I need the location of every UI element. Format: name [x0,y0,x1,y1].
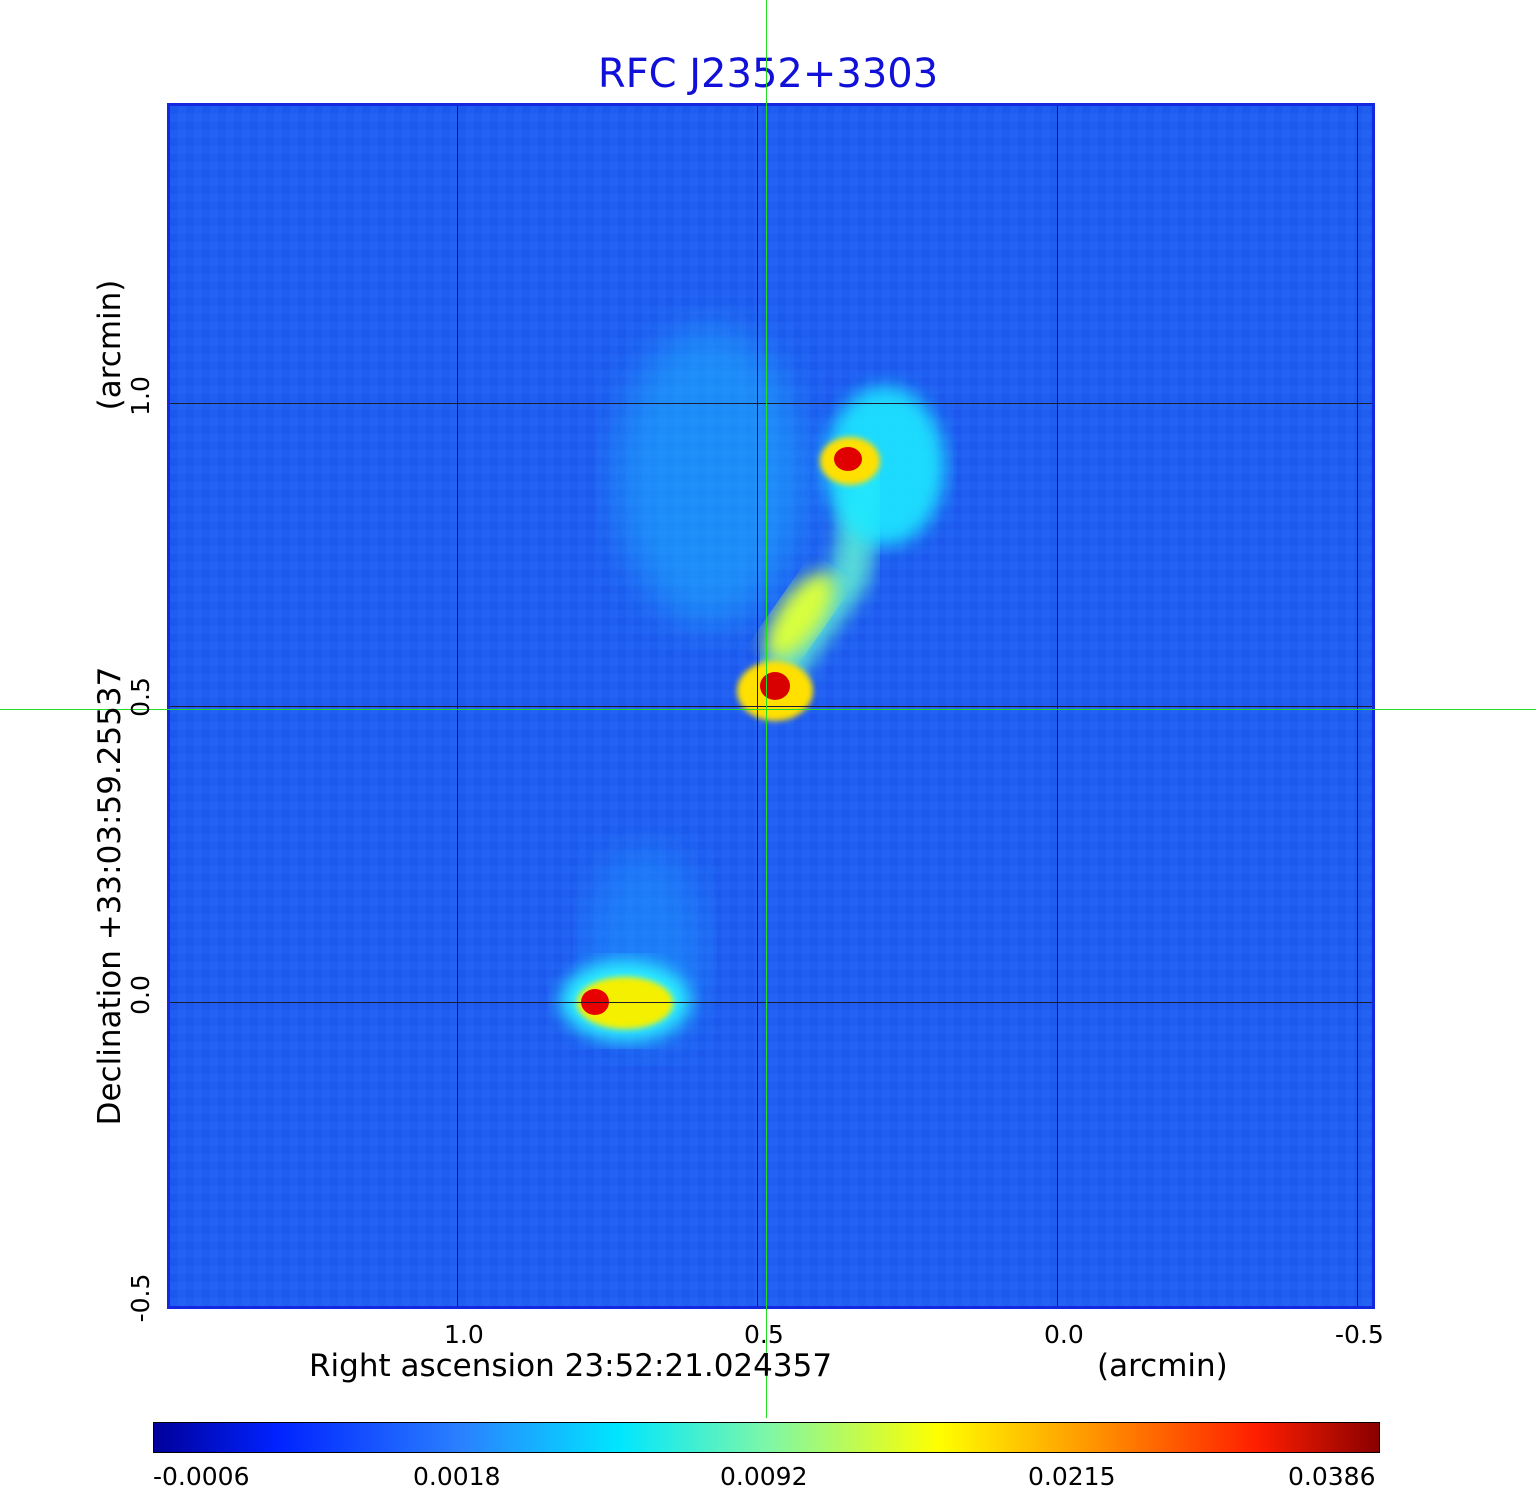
x-tick: 1.0 [444,1320,484,1349]
x-tick: -0.5 [1335,1320,1384,1349]
x-tick: 0.5 [744,1320,784,1349]
radio-intensity-map [167,103,1375,1309]
x-axis-unit: (arcmin) [1097,1348,1228,1384]
grid-line-dec-0.0 [170,1002,1372,1003]
grid-line-dec-0.5 [170,706,1372,707]
y-axis-label: Declination +33:03:59.25537 [92,666,128,1126]
colorbar-tick: -0.0006 [153,1462,250,1491]
y-tick: 0.5 [126,677,155,717]
grid-line-dec-1.0 [170,403,1372,404]
y-axis-unit: (arcmin) [92,279,128,411]
colorbar-tick: 0.0092 [720,1462,808,1491]
colorbar-tick: 0.0386 [1288,1462,1376,1491]
colorbar-tick: 0.0215 [1028,1462,1116,1491]
y-tick: 1.0 [126,376,155,416]
y-tick: -0.5 [126,1273,155,1323]
colorbar [153,1422,1380,1453]
x-axis-label: Right ascension 23:52:21.024357 [309,1348,833,1384]
y-tick: 0.0 [126,975,155,1015]
x-tick: 0.0 [1044,1320,1084,1349]
colorbar-tick: 0.0018 [413,1462,501,1491]
crosshair-horizontal [0,709,1536,710]
image-title: RFC J2352+3303 [597,51,939,97]
